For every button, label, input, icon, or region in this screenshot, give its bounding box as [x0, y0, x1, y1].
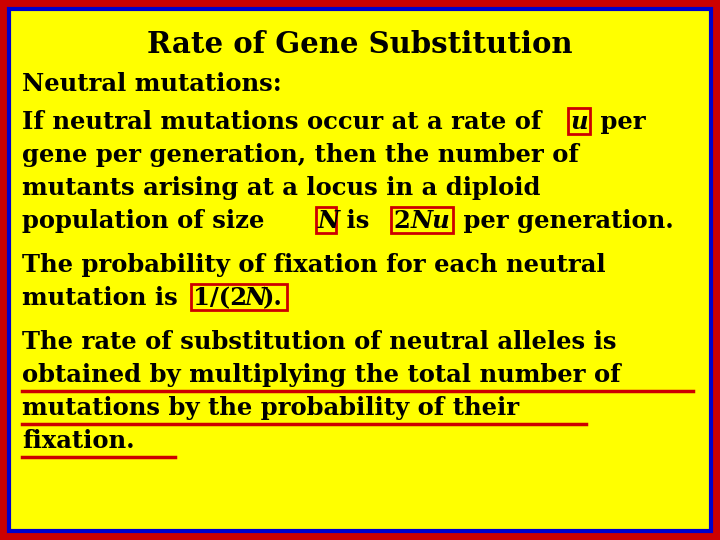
Text: Rate of Gene Substitution: Rate of Gene Substitution: [148, 30, 572, 59]
Bar: [568, 108, 590, 134]
Text: mutants arising at a locus in a diploid: mutants arising at a locus in a diploid: [22, 176, 541, 200]
Text: N: N: [245, 286, 267, 310]
Text: obtained by multiplying the total number of: obtained by multiplying the total number…: [22, 363, 621, 387]
Text: The rate of substitution of neutral alleles is: The rate of substitution of neutral alle…: [22, 330, 616, 354]
Text: 1/(2: 1/(2: [193, 286, 247, 310]
Bar: [316, 207, 336, 233]
Bar: [391, 207, 453, 233]
Text: 2: 2: [393, 209, 410, 233]
Text: The probability of fixation for each neutral: The probability of fixation for each neu…: [22, 253, 606, 277]
Text: ).: ).: [263, 286, 283, 310]
Text: per: per: [592, 110, 646, 134]
Text: population of size: population of size: [22, 209, 264, 233]
Text: mutations by the probability of their: mutations by the probability of their: [22, 396, 519, 420]
Text: u: u: [570, 110, 588, 134]
Text: per generation.: per generation.: [455, 209, 674, 233]
Text: N: N: [318, 209, 340, 233]
Text: Neutral mutations:: Neutral mutations:: [22, 72, 282, 96]
Text: If neutral mutations occur at a rate of: If neutral mutations occur at a rate of: [22, 110, 541, 134]
Text: gene per generation, then the number of: gene per generation, then the number of: [22, 143, 579, 167]
Text: is: is: [338, 209, 369, 233]
Text: Nu: Nu: [411, 209, 451, 233]
Text: mutation is: mutation is: [22, 286, 178, 310]
Text: fixation.: fixation.: [22, 429, 135, 453]
Bar: [191, 284, 287, 310]
